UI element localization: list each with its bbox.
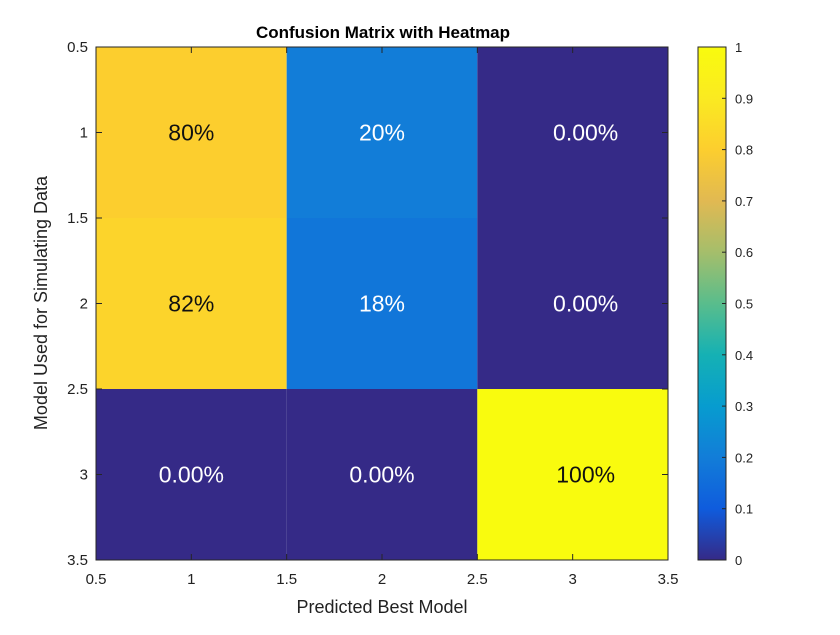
y-axis-ticks: 0.5 1 1.5 2 2.5 3 3.5 bbox=[67, 39, 668, 569]
colorbar-tick-label: 0.6 bbox=[735, 245, 753, 260]
heatmap-cells bbox=[96, 47, 668, 560]
heatmap-cell bbox=[286, 218, 478, 389]
colorbar-tick-label: 0.3 bbox=[735, 399, 753, 414]
heatmap-cell bbox=[96, 389, 287, 560]
cell-value-label: 20% bbox=[359, 120, 405, 146]
cell-value-label: 80% bbox=[168, 120, 214, 146]
y-tick-label: 3 bbox=[80, 467, 88, 484]
cell-value-label: 82% bbox=[168, 291, 214, 317]
colorbar-tick-label: 0.2 bbox=[735, 450, 753, 465]
colorbar-tick-label: 0.7 bbox=[735, 194, 753, 209]
heatmap-cell bbox=[477, 218, 668, 389]
x-tick-label: 1 bbox=[187, 571, 195, 588]
cell-value-label: 100% bbox=[556, 462, 615, 488]
heatmap-cell bbox=[96, 47, 287, 218]
y-tick-label: 2 bbox=[80, 296, 88, 313]
x-tick-label: 3.5 bbox=[658, 571, 679, 588]
cell-value-label: 0.00% bbox=[349, 462, 414, 488]
y-tick-label: 2.5 bbox=[67, 381, 88, 398]
cell-value-label: 18% bbox=[359, 291, 405, 317]
chart-title: Confusion Matrix with Heatmap bbox=[256, 23, 510, 42]
x-tick-label: 2 bbox=[378, 571, 386, 588]
x-axis-ticks: 0.5 1 1.5 2 2.5 3 3.5 bbox=[86, 47, 679, 588]
x-tick-label: 3 bbox=[568, 571, 576, 588]
colorbar-tick-label: 0.5 bbox=[735, 297, 753, 312]
colorbar-ticks: 0 0.1 0.2 0.3 0.4 0.5 0.6 0.7 0.8 0.9 1 bbox=[722, 40, 753, 568]
colorbar-tick-label: 0.1 bbox=[735, 502, 753, 517]
x-tick-label: 2.5 bbox=[467, 571, 488, 588]
colorbar-tick-label: 0.4 bbox=[735, 348, 753, 363]
colorbar-tick-label: 0 bbox=[735, 553, 742, 568]
cell-value-label: 0.00% bbox=[553, 291, 618, 317]
colorbar-tick-label: 0.8 bbox=[735, 143, 753, 158]
heatmap-cell bbox=[477, 389, 668, 560]
y-tick-label: 0.5 bbox=[67, 39, 88, 56]
cell-value-labels: 80% 20% 0.00% 82% 18% 0.00% 0.00% 0.00% 100% bbox=[159, 120, 619, 488]
cell-value-label: 0.00% bbox=[159, 462, 224, 488]
colorbar bbox=[697, 46, 727, 561]
heatmap-cell bbox=[286, 47, 478, 218]
heatmap-cell bbox=[96, 218, 287, 389]
y-tick-label: 3.5 bbox=[67, 552, 88, 569]
y-axis-label: Model Used for Simulating Data bbox=[31, 175, 51, 430]
x-tick-label: 1.5 bbox=[276, 571, 297, 588]
colorbar-tick-label: 1 bbox=[735, 40, 742, 55]
x-axis-label: Predicted Best Model bbox=[296, 597, 467, 617]
x-tick-label: 0.5 bbox=[86, 571, 107, 588]
heatmap-cell bbox=[286, 389, 478, 560]
cell-value-label: 0.00% bbox=[553, 120, 618, 146]
heatmap-cell bbox=[477, 47, 668, 218]
y-tick-label: 1.5 bbox=[67, 210, 88, 227]
colorbar-tick-label: 0.9 bbox=[735, 91, 753, 106]
y-tick-label: 1 bbox=[80, 125, 88, 142]
